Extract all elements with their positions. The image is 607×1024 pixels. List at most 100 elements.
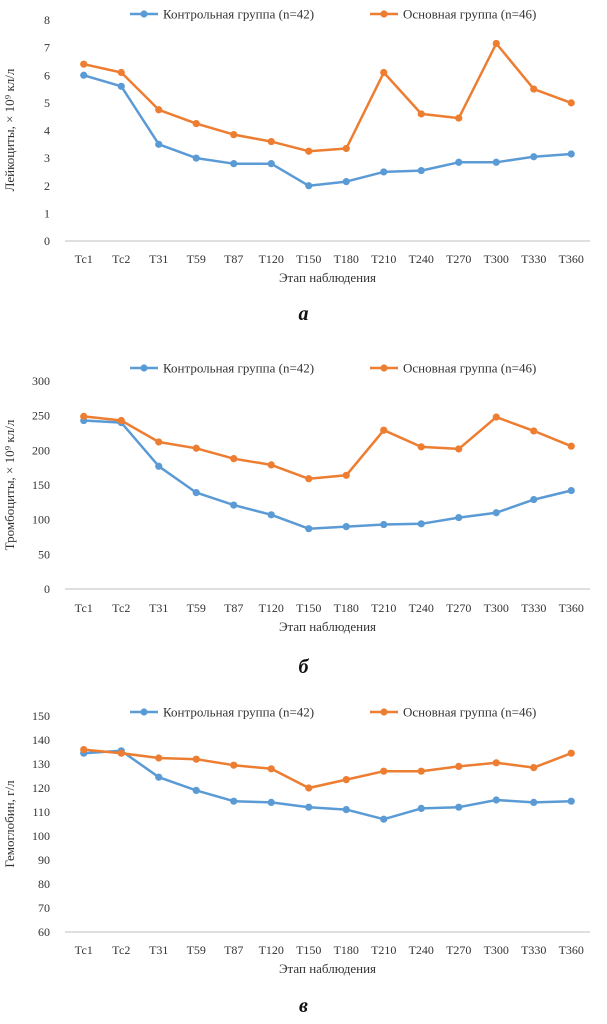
chart-3-series-1-point xyxy=(530,798,538,807)
chart-3-series-2-point xyxy=(305,784,313,792)
chart-2-series-2-point xyxy=(155,438,163,446)
chart-2-series-1-point xyxy=(530,495,538,504)
chart-1-series-2-point xyxy=(117,68,125,77)
chart-1-y-tick-label: 7 xyxy=(44,41,50,55)
chart-3-x-tick-label: Т360 xyxy=(559,943,584,957)
chart-1-series-2-point xyxy=(155,106,163,114)
chart-2-series-2-point xyxy=(230,455,238,463)
chart-2-legend-swatch-marker xyxy=(380,364,388,372)
chart-2-series-1-point xyxy=(155,462,163,470)
chart-1-series-1-point xyxy=(342,178,350,186)
chart-1-x-tick-label: Т31 xyxy=(149,252,168,266)
chart-3-x-tick-label: Т120 xyxy=(259,943,284,957)
chart-3-series-2-point xyxy=(117,749,125,757)
chart-1-series-1-line xyxy=(83,74,572,188)
chart-2-series-2-point xyxy=(567,442,575,450)
chart-3-x-tick-label: Т87 xyxy=(224,943,243,957)
chart-3-series-1-point xyxy=(455,803,463,811)
chart-3-x-tick-label: Т180 xyxy=(334,943,359,957)
chart-1-legend-swatch-marker xyxy=(380,10,388,18)
chart-3-x-tick-label: Т270 xyxy=(446,943,471,957)
chart-3-series-1-point xyxy=(492,796,500,804)
chart-1-x-axis-title: Этап наблюдения xyxy=(279,270,376,285)
chart-3-series-1-point xyxy=(380,815,388,823)
chart-2-series-2-point xyxy=(417,443,425,451)
chart-3-series-2-line xyxy=(83,748,572,790)
chart-3-series-2-point xyxy=(530,764,538,772)
chart-3-series-2-point xyxy=(492,759,500,767)
chart-2-series-2-point xyxy=(117,416,125,425)
chart-2-y-axis-title: Тромбоциты, × 10⁹ кл/л xyxy=(2,419,17,550)
chart-1-series-1-point xyxy=(455,158,463,166)
chart-3-y-tick-label: 110 xyxy=(32,805,50,819)
chart-3-y-tick-label: 130 xyxy=(32,757,50,771)
chart-3-y-tick-label: 90 xyxy=(38,853,50,867)
chart-2-x-tick-label: Т87 xyxy=(224,601,243,615)
chart-1-x-tick-label: Тс1 xyxy=(75,252,93,266)
chart-2-legend-label: Контрольная группа (n=42) xyxy=(163,361,314,376)
chart-1-series-1-point xyxy=(155,140,163,148)
chart-1-series-1-point xyxy=(380,168,388,176)
chart-3-series-1-point xyxy=(567,797,575,805)
chart-3-x-tick-label: Т150 xyxy=(296,943,321,957)
chart-2-series-2-point xyxy=(455,445,463,453)
chart-1-series-1-point xyxy=(192,154,200,162)
chart-2-x-tick-label: Т240 xyxy=(409,601,434,615)
chart-2-series-2-point xyxy=(80,412,88,420)
chart-1-y-tick-label: 1 xyxy=(44,206,50,220)
chart-1-y-tick-label: 3 xyxy=(44,151,50,165)
chart-3-series-1-point xyxy=(342,806,350,814)
chart-1-legend-label: Контрольная группа (n=42) xyxy=(163,7,314,22)
chart-2-x-tick-label: Т360 xyxy=(559,601,584,615)
chart-2-series-2-point xyxy=(305,475,313,483)
chart-1-series-1-point xyxy=(417,166,425,175)
chart-3-x-tick-label: Т59 xyxy=(187,943,206,957)
chart-1-y-axis-title: Лейкоциты, × 10⁹ кл/л xyxy=(2,68,17,191)
chart-3-series-2-point xyxy=(80,746,88,754)
chart-1-series-2-point xyxy=(492,39,500,48)
chart-3-x-tick-label: Т240 xyxy=(409,943,434,957)
chart-3-y-tick-label: 150 xyxy=(32,709,50,723)
chart-3-legend-label: Основная группа (n=46) xyxy=(403,705,536,720)
chart-3-legend-swatch-marker xyxy=(140,708,148,716)
chart-2-series-2-point xyxy=(192,444,200,452)
chart-2-x-tick-label: Т210 xyxy=(371,601,396,615)
chart-1-x-tick-label: Т120 xyxy=(259,252,284,266)
chart-1-series-2-point xyxy=(342,144,350,153)
chart-1-series-2-point xyxy=(80,60,88,68)
chart-2-legend-swatch-marker xyxy=(140,364,148,372)
chart-1-legend-label: Основная группа (n=46) xyxy=(403,7,536,22)
chart-2-x-tick-label: Т300 xyxy=(484,601,509,615)
chart-2-y-tick-label: 200 xyxy=(32,443,50,457)
chart-1-x-tick-label: Т210 xyxy=(371,252,396,266)
chart-1-series-2-point xyxy=(417,110,425,118)
chart-1-x-tick-label: Т59 xyxy=(187,252,206,266)
chart-1-series-1-point xyxy=(267,160,275,168)
chart-3-series-2-point xyxy=(155,754,163,762)
chart-2-series-1-point xyxy=(305,525,313,533)
chart-2-series-1-point xyxy=(455,513,463,522)
chart-3-x-tick-label: Тс2 xyxy=(112,943,130,957)
chart-1-series-2-point xyxy=(305,147,313,155)
chart-1-y-tick-label: 8 xyxy=(44,13,50,27)
chart-1-series-1-point xyxy=(530,153,538,161)
chart-3-y-tick-label: 100 xyxy=(32,829,50,843)
chart-3-y-tick-label: 140 xyxy=(32,733,50,747)
chart-1-x-tick-label: Т330 xyxy=(521,252,546,266)
chart-2-y-tick-label: 100 xyxy=(32,513,50,527)
chart-3-series-1-point xyxy=(230,797,238,805)
chart-3-series-2-point xyxy=(380,767,388,775)
chart-3-x-tick-label: Т330 xyxy=(521,943,546,957)
chart-3-series-1-point xyxy=(155,773,163,781)
chart-1-series-2-point xyxy=(267,137,275,146)
chart-2-x-tick-label: Тс1 xyxy=(75,601,93,615)
chart-3-x-tick-label: Т31 xyxy=(149,943,168,957)
caption-v: в xyxy=(299,995,308,1017)
chart-2-x-tick-label: Т31 xyxy=(149,601,168,615)
chart-1-series-1-point xyxy=(230,160,238,168)
chart-2-x-tick-label: Т150 xyxy=(296,601,321,615)
chart-2-series-2-point xyxy=(492,413,500,421)
chart-1-x-tick-label: Т270 xyxy=(446,252,471,266)
chart-1-y-tick-label: 2 xyxy=(44,179,50,193)
chart-1-x-tick-label: Т150 xyxy=(296,252,321,266)
